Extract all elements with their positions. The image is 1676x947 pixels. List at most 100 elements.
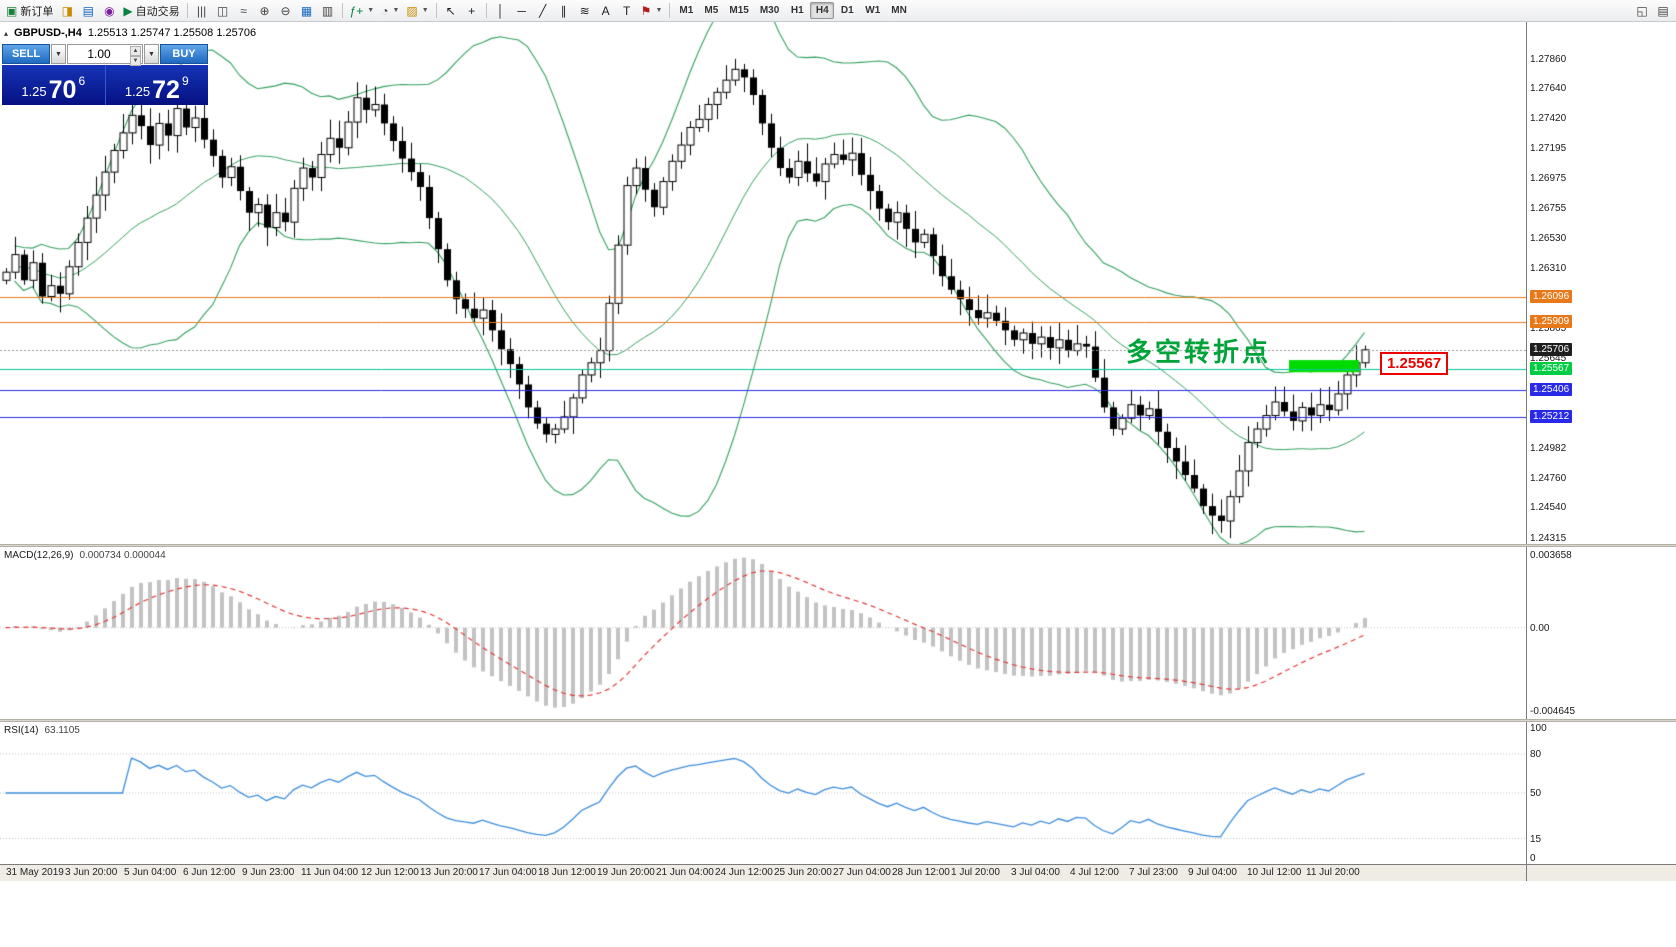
- equidistant-channel-button[interactable]: ∥: [554, 1, 574, 21]
- zoom-in-button[interactable]: ⊕: [255, 1, 275, 21]
- macd-scale-top: 0.003658: [1530, 550, 1572, 561]
- bar-chart-button-icon: |||: [196, 3, 207, 18]
- horizontal-line-button[interactable]: ─: [512, 1, 532, 21]
- price-chart-canvas[interactable]: [0, 22, 1526, 544]
- timeframe-m5[interactable]: M5: [704, 5, 719, 16]
- sell-price-display[interactable]: 1.25 70 6: [2, 65, 106, 105]
- price-tick-label: 1.24315: [1530, 532, 1567, 544]
- chart-profiles-button[interactable]: ◨: [57, 1, 77, 21]
- chart-collapse-icon[interactable]: ▴: [4, 28, 9, 38]
- volume-up-button[interactable]: ▲: [130, 46, 141, 56]
- templates-button[interactable]: ▨ ▼: [403, 1, 431, 21]
- volume-input[interactable]: [68, 45, 142, 63]
- time-label: 12 Jun 12:00: [361, 867, 419, 878]
- volume-down-button[interactable]: ▼: [130, 56, 141, 66]
- navigator-button[interactable]: ◉: [99, 1, 119, 21]
- trendline-button[interactable]: ╱: [533, 1, 553, 21]
- macd-scale-zero: 0.00: [1530, 622, 1550, 634]
- time-label: 4 Jul 12:00: [1070, 867, 1119, 878]
- sell-price-sup: 6: [78, 74, 86, 88]
- shapes-button-icon: ⚑: [640, 3, 652, 18]
- new-order-button-label: 新订单: [20, 5, 54, 18]
- chart-list-button[interactable]: ▤: [1653, 1, 1673, 21]
- chart-symbol-period: GBPUSD-,H4: [14, 27, 82, 39]
- price-line-flag: 1.25909: [1530, 315, 1573, 329]
- cursor-button[interactable]: ↖: [441, 1, 461, 21]
- buy-dropdown-button[interactable]: ▼: [144, 44, 159, 64]
- time-label: 27 Jun 04:00: [833, 867, 891, 878]
- indicators-button[interactable]: ƒ+ ▼: [347, 1, 378, 21]
- shapes-button[interactable]: ⚑ ▼: [638, 1, 666, 21]
- macd-values: 0.000734 0.000044: [79, 550, 166, 561]
- rsi-name: RSI(14): [4, 725, 39, 736]
- time-axis-corner: [1526, 864, 1676, 881]
- sell-button[interactable]: SELL: [2, 44, 50, 64]
- price-tick-label: 1.25865: [1530, 323, 1567, 335]
- timeframe-m1[interactable]: M1: [679, 5, 694, 16]
- price-tick-label: 1.27420: [1530, 113, 1567, 124]
- periods-button[interactable]: ◔ ▼: [378, 1, 402, 21]
- price-line-flag: 1.25406: [1530, 383, 1573, 397]
- chart-profiles-button-icon: ◨: [61, 3, 74, 18]
- rsi-axis[interactable]: 100 80 50 15 0: [1526, 722, 1676, 864]
- vertical-line-button[interactable]: │: [491, 1, 511, 21]
- time-label: 13 Jun 20:00: [420, 867, 478, 878]
- text-label-button-icon: T: [623, 3, 631, 18]
- autotrading-button[interactable]: ▶ 自动交易: [120, 1, 182, 21]
- bar-chart-button[interactable]: |||: [192, 1, 212, 21]
- toolbar-separator: [435, 3, 437, 18]
- templates-button-caret-icon: ▼: [421, 7, 429, 14]
- pane-divider-2[interactable]: [0, 719, 1676, 722]
- time-axis[interactable]: 31 May 2019 3 Jun 20:00 5 Jun 04:00 6 Jun 1…: [0, 864, 1526, 881]
- new-chart-button[interactable]: ◱: [1632, 1, 1652, 21]
- macd-canvas[interactable]: [0, 547, 1526, 719]
- timeframe-h4[interactable]: H4: [810, 2, 835, 19]
- timeframe-m15[interactable]: M15: [729, 5, 749, 16]
- timeframe-mn[interactable]: MN: [891, 5, 907, 16]
- macd-axis[interactable]: 0.003658 0.00 -0.004645: [1526, 547, 1676, 719]
- tile-windows-button[interactable]: ▦: [297, 1, 317, 21]
- price-line-flag: 1.26096: [1530, 290, 1573, 304]
- rsi-scale-label: 15: [1530, 833, 1542, 845]
- arrange-windows-button[interactable]: ▥: [318, 1, 338, 21]
- new-order-button[interactable]: ▣ 新订单: [3, 1, 56, 21]
- time-label: 9 Jul 04:00: [1188, 867, 1237, 878]
- timeframe-d1[interactable]: D1: [840, 5, 854, 16]
- toolbar-right-group: ◱ ▤: [1632, 1, 1673, 21]
- shapes-button-caret-icon: ▼: [655, 7, 663, 14]
- fibonacci-button-icon: ≋: [579, 3, 590, 18]
- text-label-button[interactable]: T: [617, 1, 637, 21]
- timeframe-h1[interactable]: H1: [790, 5, 804, 16]
- fibonacci-button[interactable]: ≋: [575, 1, 595, 21]
- buy-price-display[interactable]: 1.25 72 9: [105, 65, 208, 105]
- rsi-canvas[interactable]: [0, 722, 1526, 864]
- time-label: 10 Jul 12:00: [1247, 867, 1302, 878]
- line-chart-button[interactable]: ≈: [234, 1, 254, 21]
- sell-price-prefix: 1.25: [21, 84, 47, 99]
- macd-name: MACD(12,26,9): [4, 550, 74, 561]
- toolbar-separator: [485, 3, 487, 18]
- crosshair-button[interactable]: +: [462, 1, 482, 21]
- text-button[interactable]: A: [596, 1, 616, 21]
- candlestick-chart-button-icon: ◫: [216, 3, 229, 18]
- zoom-in-button-icon: ⊕: [259, 3, 270, 18]
- timeframe-w1[interactable]: W1: [865, 5, 881, 16]
- vertical-line-button-icon: │: [496, 3, 505, 18]
- zoom-out-button[interactable]: ⊖: [276, 1, 296, 21]
- buy-price-sup: 9: [181, 74, 189, 88]
- autotrading-button-icon: ▶: [123, 3, 133, 18]
- turning-point-annotation: 多空转折点: [1126, 337, 1272, 367]
- price-tick-label: 1.27860: [1530, 53, 1567, 65]
- price-axis[interactable]: 1.27860 1.27640 1.27420 1.27195 1.26975 1.267…: [1526, 22, 1676, 544]
- arrange-windows-button-icon: ▥: [321, 3, 334, 18]
- price-tick-label: 1.26975: [1530, 173, 1567, 185]
- sell-dropdown-button[interactable]: ▼: [51, 44, 66, 64]
- new-order-button-icon: ▣: [6, 3, 18, 18]
- market-watch-button[interactable]: ▤: [78, 1, 98, 21]
- buy-button[interactable]: BUY: [160, 44, 208, 64]
- pane-divider-1[interactable]: [0, 544, 1676, 547]
- time-label: 1 Jul 20:00: [951, 867, 1000, 878]
- candlestick-chart-button[interactable]: ◫: [213, 1, 233, 21]
- sell-price-big: 70: [48, 76, 77, 104]
- timeframe-m30[interactable]: M30: [759, 5, 780, 16]
